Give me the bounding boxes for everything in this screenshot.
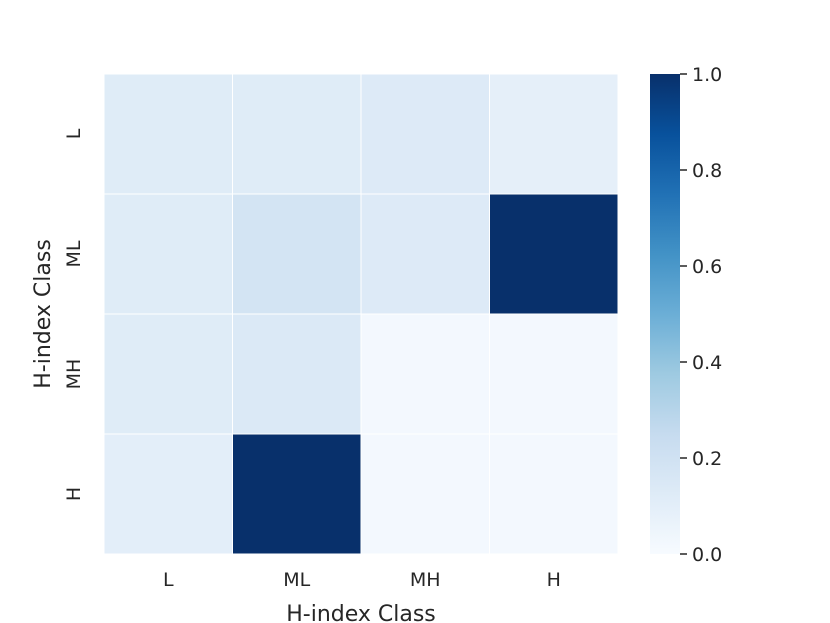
x-tick-label: L [163,569,174,591]
y-tick-label: H [63,487,85,501]
heatmap-cell-L-ML [232,73,362,195]
y-tick-label: ML [63,240,85,267]
colorbar-tick-label: 0.4 [692,352,722,374]
heatmap-cell-H-ML [232,433,362,555]
y-tick-label: MH [63,359,85,390]
colorbar: 0.0 0.2 0.4 0.6 0.8 1.0 [650,64,722,566]
heatmap-cell-ML-MH [360,193,490,315]
heatmap-cell-ML-H [489,193,619,315]
heatmap-cell-MH-ML [232,313,362,435]
colorbar-tick-label: 0.8 [692,160,722,182]
heatmap-cell-L-MH [360,73,490,195]
y-axis-label: H-index Class [31,239,56,389]
colorbar-gradient [650,74,680,554]
heatmap-cell-MH-L [103,313,233,435]
heatmap-cells [103,73,619,555]
colorbar-ticks: 0.0 0.2 0.4 0.6 0.8 1.0 [680,64,722,566]
colorbar-tick-label: 0.0 [692,544,722,566]
colorbar-tick-label: 0.6 [692,256,722,278]
y-tick-labels: L ML MH H [63,128,85,501]
x-tick-label: ML [283,569,310,591]
y-tick-label: L [63,128,85,139]
colorbar-tick-label: 0.2 [692,448,722,470]
x-tick-labels: L ML MH H [163,569,561,591]
heatmap-cell-H-H [489,433,619,555]
heatmap-cell-ML-L [103,193,233,315]
x-axis-label: H-index Class [286,602,436,623]
colorbar-tick-label: 1.0 [692,64,722,86]
heatmap-cell-MH-H [489,313,619,435]
heatmap-cell-H-L [103,433,233,555]
x-tick-label: H [547,569,561,591]
heatmap-cell-H-MH [360,433,490,555]
heatmap-cell-L-L [103,73,233,195]
heatmap-cell-MH-MH [360,313,490,435]
heatmap-cell-ML-ML [232,193,362,315]
x-tick-label: MH [410,569,441,591]
heatmap-cell-L-H [489,73,619,195]
